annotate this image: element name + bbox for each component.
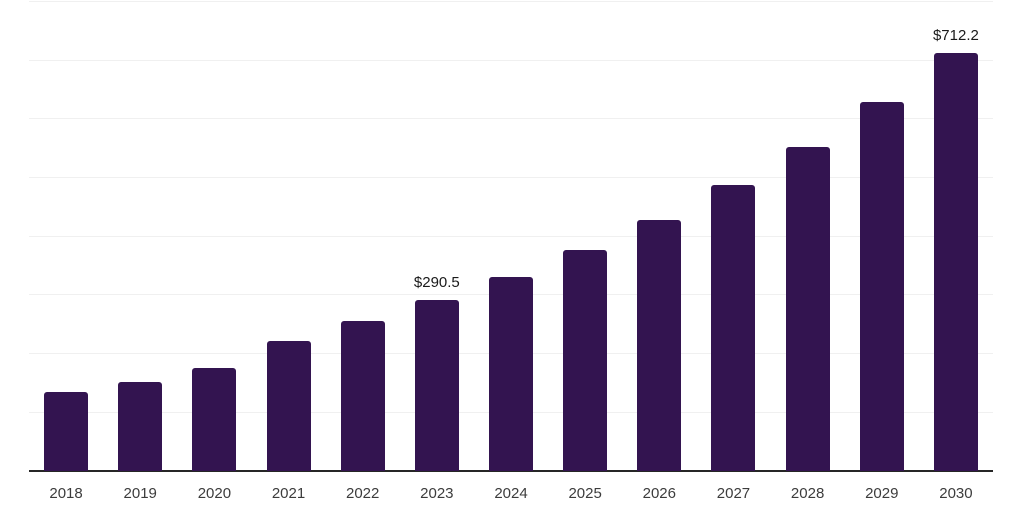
x-tick-label-2028: 2028 [790, 484, 825, 502]
x-tick-label-2018: 2018 [49, 484, 83, 502]
bar-2024 [489, 276, 533, 471]
gridline-800 [29, 1, 993, 2]
bar-2018 [44, 391, 89, 471]
x-tick-label-2025: 2025 [568, 484, 602, 502]
x-tick-label-2019: 2019 [123, 484, 157, 502]
gridline-500 [29, 177, 993, 179]
bar-2021 [266, 340, 311, 471]
x-tick-label-2024: 2024 [494, 484, 528, 502]
x-tick-label-2023: 2023 [420, 484, 454, 502]
bar-2023 [414, 300, 459, 471]
bar-2029 [859, 101, 904, 471]
bar-2022 [340, 321, 385, 471]
bar-2020 [192, 368, 237, 471]
gridline-700 [29, 59, 993, 61]
bar-2028 [785, 146, 830, 471]
bar-2025 [563, 250, 608, 471]
value-label-2030: $712.2 [932, 26, 979, 44]
x-tick-label-2027: 2027 [716, 484, 751, 502]
x-tick-label-2022: 2022 [346, 484, 380, 502]
x-tick-label-2030: 2030 [939, 484, 973, 502]
bar-2019 [118, 381, 163, 471]
bar-2030 [933, 52, 978, 471]
gridline-400 [29, 235, 993, 237]
bar-2026 [637, 219, 682, 471]
x-tick-label-2026: 2026 [642, 484, 676, 502]
value-label-2023: $290.5 [413, 274, 460, 292]
x-tick-label-2029: 2029 [865, 484, 899, 502]
x-axis-line [29, 469, 993, 472]
gridline-600 [29, 118, 993, 120]
x-tick-label-2020: 2020 [197, 484, 232, 502]
bar-2027 [711, 185, 756, 471]
x-tick-label-2021: 2021 [271, 484, 306, 502]
